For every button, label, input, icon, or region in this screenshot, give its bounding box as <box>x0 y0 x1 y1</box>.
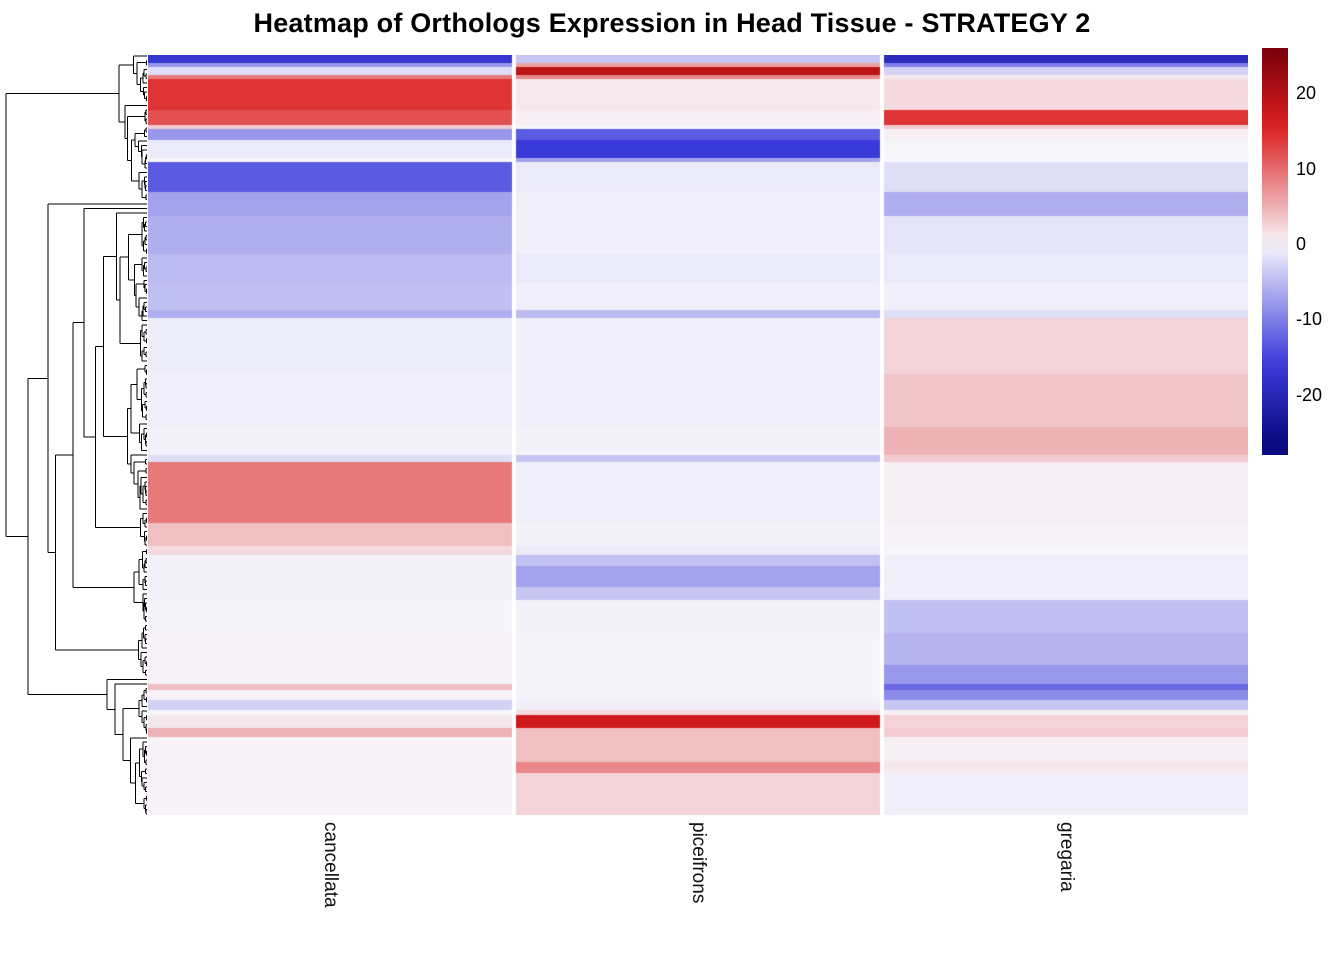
legend-tick-4: -20 <box>1296 384 1323 405</box>
legend-tick-3: -10 <box>1296 309 1323 330</box>
chart-title: Heatmap of Orthologs Expression in Head … <box>253 8 1091 38</box>
column-label-piceifrons: piceifrons <box>688 822 709 904</box>
legend-colorbar <box>1262 48 1288 455</box>
legend-tick-2: 0 <box>1296 233 1307 254</box>
legend-tick-1: 10 <box>1296 158 1317 179</box>
row-dendrogram <box>5 55 148 815</box>
heatmap-canvas <box>148 55 1248 815</box>
column-label-gregaria: gregaria <box>1056 822 1077 892</box>
column-label-cancellata: cancellata <box>320 822 341 908</box>
legend-tick-0: 20 <box>1296 83 1317 104</box>
